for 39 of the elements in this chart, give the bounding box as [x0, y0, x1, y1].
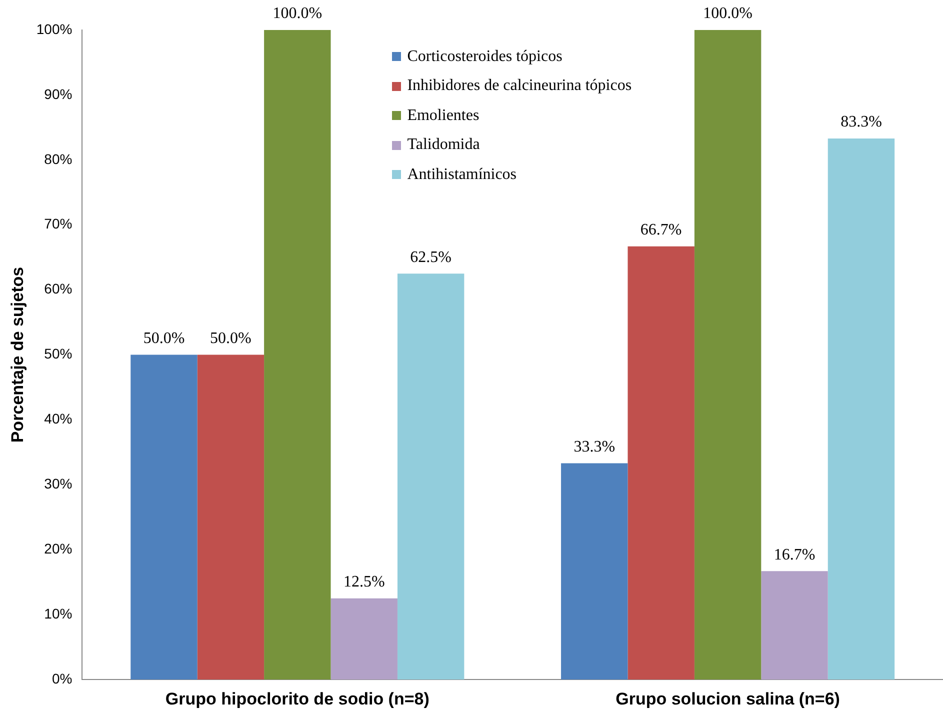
data-label: 100.0% [272, 5, 322, 22]
data-label: 100.0% [703, 5, 752, 22]
legend-label: Corticosteroides tópicos [406, 46, 564, 67]
y-tick-label: 70% [44, 216, 72, 232]
bar [264, 30, 331, 680]
y-tick-label: 90% [44, 86, 72, 102]
y-tick-label: 50% [44, 346, 72, 362]
data-label: 66.7% [640, 222, 682, 239]
y-tick-label: 20% [44, 540, 72, 557]
x-tick-label: Grupo hipoclorito de sodio (n=8) [165, 689, 430, 708]
data-label: 62.5% [410, 248, 452, 266]
legend-label: Emolientes [406, 106, 480, 126]
bar [130, 354, 198, 680]
data-label: 50.0% [143, 330, 185, 348]
bar [761, 571, 828, 680]
y-tick-label: 60% [44, 280, 72, 297]
bar [397, 274, 464, 680]
bar [561, 463, 628, 680]
legend-label: Antihistamínicos [406, 164, 518, 185]
legend-label: Talidomida [406, 135, 481, 156]
legend-label: Inhibidores de calcineurina tópicos [406, 76, 632, 96]
y-tick-label: 100% [36, 20, 72, 37]
y-tick-label: 40% [44, 410, 72, 427]
bar [197, 354, 264, 680]
bar [330, 598, 398, 680]
data-label: 33.3% [574, 438, 616, 456]
x-tick-label: Grupo solucion salina (n=6) [616, 689, 840, 708]
y-tick-label: 0% [52, 670, 72, 686]
data-label: 83.3% [840, 114, 882, 131]
bar [828, 138, 895, 680]
y-axis-title: Porcentaje de sujetos [8, 266, 27, 443]
bar [694, 30, 762, 680]
y-tick-label: 80% [44, 150, 72, 167]
y-tick-label: 10% [44, 606, 72, 622]
data-label: 16.7% [774, 546, 816, 564]
y-tick-label: 30% [44, 476, 72, 492]
data-label: 50.0% [210, 330, 252, 348]
data-label: 12.5% [343, 574, 385, 591]
bar [628, 246, 694, 680]
